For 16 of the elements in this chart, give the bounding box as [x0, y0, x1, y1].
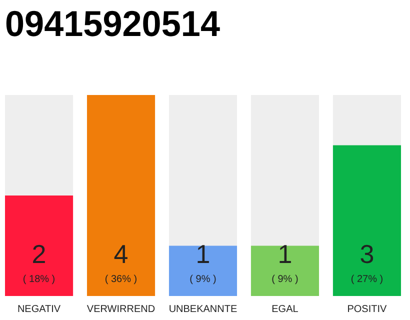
data-label: 1	[278, 239, 292, 269]
x-tick-label: EGAL	[272, 304, 299, 315]
annotation: ( 9% )	[190, 274, 216, 285]
data-label: 2	[32, 239, 46, 269]
annotation: ( 27% )	[350, 274, 384, 285]
x-tick-label: POSITIV	[347, 304, 388, 315]
data-label: 3	[360, 239, 374, 269]
annotation: ( 9% )	[272, 274, 298, 285]
data-label: 1	[196, 239, 210, 269]
x-tick-label: VERWIRREND	[86, 304, 156, 315]
annotation: ( 36% )	[104, 274, 138, 285]
x-tick-label: UNBEKANNTE	[168, 304, 238, 315]
x-tick-label: NEGATIV	[17, 304, 61, 315]
data-label: 4	[114, 239, 128, 269]
chart-title: 09415920514	[5, 3, 226, 44]
annotation: ( 18% )	[22, 274, 56, 285]
